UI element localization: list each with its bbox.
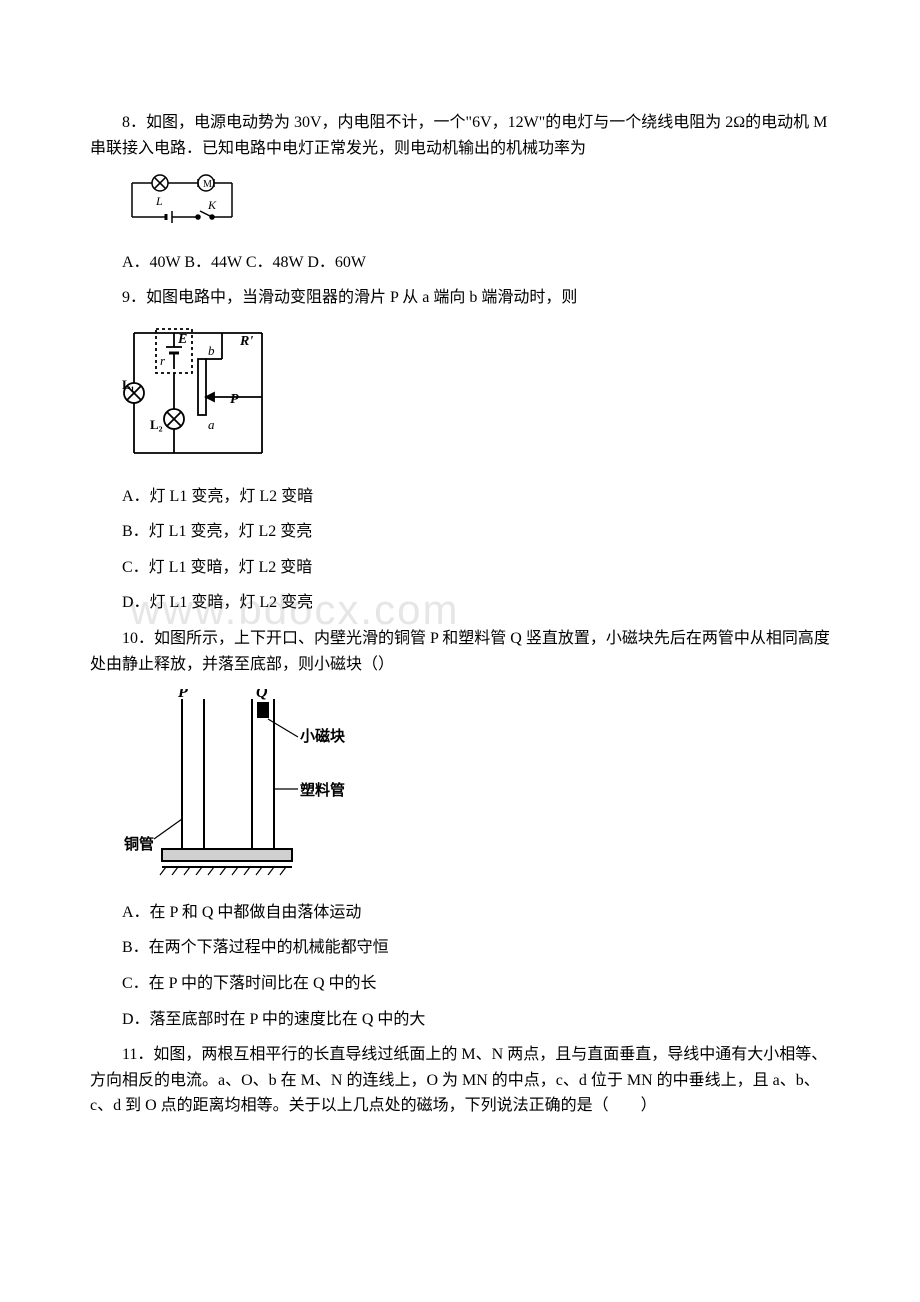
q10-fig-plastic: 塑料管: [300, 781, 345, 799]
q10-text: 10．如图所示，上下开口、内壁光滑的铜管 P 和塑料管 Q 竖直放置，小磁块先后…: [90, 626, 830, 677]
q8-figure: L M K: [122, 173, 830, 238]
q10-fig-magnet: 小磁块: [300, 727, 346, 745]
q9-fig-L1: L₁: [122, 377, 135, 392]
q9-figure: E r b a P R' L₁ L₂: [122, 323, 830, 472]
q10-fig-Q: Q: [256, 689, 268, 701]
q9-optB: B．灯 L1 变亮，灯 L2 变亮: [90, 519, 830, 545]
q9-fig-E: E: [177, 332, 187, 347]
q10-fig-copper: 铜管: [124, 835, 154, 853]
q10-optB: B．在两个下落过程中的机械能都守恒: [90, 935, 830, 961]
q8-fig-M: M: [203, 179, 212, 190]
q8-fig-L: L: [155, 194, 163, 208]
q10-figure: P Q 小磁块 塑料管 铜管: [122, 689, 830, 888]
q9-fig-r: r: [160, 353, 166, 368]
q9-optA: A．灯 L1 变亮，灯 L2 变暗: [90, 484, 830, 510]
q10-optA: A．在 P 和 Q 中都做自由落体运动: [90, 900, 830, 926]
q8-fig-K: K: [207, 198, 217, 212]
q9-fig-Rp: R': [239, 334, 253, 349]
q8-options: A．40W B．44W C．48W D．60W: [90, 250, 830, 276]
q9-text: 9．如图电路中，当滑动变阻器的滑片 P 从 a 端向 b 端滑动时，则: [90, 285, 830, 311]
q10-fig-P: P: [177, 689, 188, 701]
q9-fig-a: a: [208, 417, 215, 432]
q9-optD: D．灯 L1 变暗，灯 L2 变亮: [90, 590, 830, 616]
q9-fig-b: b: [208, 343, 215, 358]
q9-optC: C．灯 L1 变暗，灯 L2 变暗: [90, 555, 830, 581]
q11-text: 11．如图，两根互相平行的长直导线过纸面上的 M、N 两点，且与直面垂直，导线中…: [90, 1042, 830, 1119]
q10-optD: D．落至底部时在 P 中的速度比在 Q 中的大: [90, 1007, 830, 1033]
q8-text: 8．如图，电源电动势为 30V，内电阻不计，一个"6V，12W"的电灯与一个绕线…: [90, 110, 830, 161]
q10-optC: C．在 P 中的下落时间比在 Q 中的长: [90, 971, 830, 997]
q9-fig-L2: L₂: [150, 417, 163, 432]
q9-fig-P: P: [230, 392, 239, 407]
